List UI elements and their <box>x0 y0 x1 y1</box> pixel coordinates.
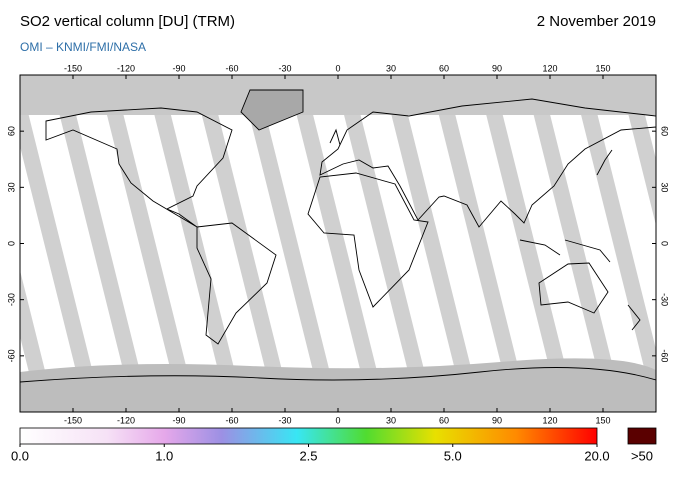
polar-north <box>20 75 656 115</box>
antarctica <box>20 367 656 383</box>
lon-label-bottom: 0 <box>335 415 340 425</box>
south-america <box>196 222 277 345</box>
lon-label-bottom: -60 <box>225 415 238 425</box>
lon-label-top: 60 <box>439 63 449 73</box>
north-america <box>45 107 233 228</box>
lon-label-bottom: 60 <box>439 415 449 425</box>
subtitle: OMI – KNMI/FMI/NASA <box>20 40 146 54</box>
islands <box>329 128 641 331</box>
lon-label-top: -30 <box>278 63 291 73</box>
lon-label-bottom: -120 <box>117 415 135 425</box>
colorbar-label: 20.0 <box>584 448 609 463</box>
coastlines <box>20 89 656 383</box>
lon-label-bottom: 30 <box>386 415 396 425</box>
australia <box>538 262 609 314</box>
colorbar-overflow <box>627 427 657 445</box>
lon-label-top: 90 <box>492 63 502 73</box>
lat-label-right: 30 <box>660 182 670 192</box>
lat-label-right: -60 <box>660 349 670 362</box>
swaths <box>20 75 656 412</box>
lon-label-top: 30 <box>386 63 396 73</box>
lon-label-bottom: -90 <box>172 415 185 425</box>
lon-label-bottom: -150 <box>64 415 82 425</box>
lat-label-left: 0 <box>6 241 16 246</box>
lon-label-bottom: 120 <box>542 415 557 425</box>
date: 2 November 2019 <box>537 13 656 30</box>
colorbar-label: 1.0 <box>155 448 173 463</box>
lon-label-top: -90 <box>172 63 185 73</box>
lon-label-top: -60 <box>225 63 238 73</box>
title: SO2 vertical column [DU] (TRM) <box>20 13 235 30</box>
lon-label-top: -150 <box>64 63 82 73</box>
lat-label-right: -30 <box>660 293 670 306</box>
lat-label-left: 30 <box>6 182 16 192</box>
eurasia <box>319 98 656 228</box>
lon-label-top: 0 <box>335 63 340 73</box>
lon-label-bottom: 90 <box>492 415 502 425</box>
colorbar <box>19 427 598 445</box>
lat-label-left: 60 <box>6 126 16 136</box>
colorbar-label: 0.0 <box>11 448 29 463</box>
lon-label-bottom: -30 <box>278 415 291 425</box>
lat-label-right: 60 <box>660 126 670 136</box>
lon-label-top: 150 <box>595 63 610 73</box>
africa <box>307 172 429 308</box>
polar-south <box>20 358 656 412</box>
lat-label-left: -30 <box>6 293 16 306</box>
lon-label-top: -120 <box>117 63 135 73</box>
lat-label-right: 0 <box>660 241 670 246</box>
lat-label-left: -60 <box>6 349 16 362</box>
lon-label-bottom: 150 <box>595 415 610 425</box>
map <box>20 75 656 412</box>
overflow-label: >50 <box>631 448 653 463</box>
lon-label-top: 120 <box>542 63 557 73</box>
colorbar-label: 5.0 <box>444 448 462 463</box>
colorbar-label: 2.5 <box>299 448 317 463</box>
greenland <box>240 89 304 131</box>
